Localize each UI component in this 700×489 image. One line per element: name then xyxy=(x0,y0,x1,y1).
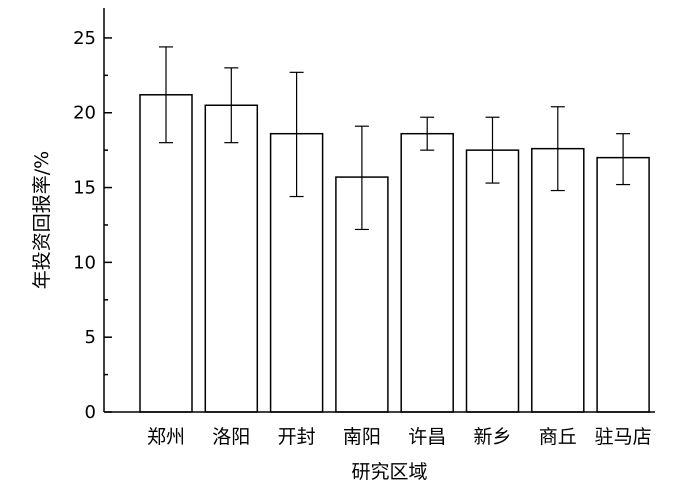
x-category-label: 郑州 xyxy=(147,426,185,448)
bars-layer xyxy=(139,94,650,413)
x-category-label: 驻马店 xyxy=(595,426,652,448)
y-axis-title: 年投资回报率/% xyxy=(31,151,53,289)
bar xyxy=(139,94,193,413)
x-category-label: 洛阳 xyxy=(212,426,250,448)
y-tick-label: 15 xyxy=(73,178,96,199)
x-category-label: 许昌 xyxy=(408,426,446,448)
x-category-label: 商丘 xyxy=(539,426,577,448)
x-category-label: 开封 xyxy=(278,426,316,448)
bar xyxy=(465,149,520,413)
bar xyxy=(204,104,259,413)
error-bars-layer xyxy=(159,46,631,231)
y-tick-label: 5 xyxy=(85,327,96,348)
y-ticks-layer: 0 5 10 15 20 25 xyxy=(73,28,112,423)
bar xyxy=(400,132,454,413)
y-tick-label: 20 xyxy=(73,103,96,124)
x-axis-title: 研究区域 xyxy=(351,461,427,483)
x-category-label: 南阳 xyxy=(343,426,381,448)
y-tick-label: 0 xyxy=(85,402,96,423)
bar xyxy=(531,147,585,413)
bar xyxy=(596,156,650,413)
x-category-label: 新乡 xyxy=(473,426,511,448)
y-tick-label: 10 xyxy=(73,252,96,273)
y-tick-label: 25 xyxy=(73,28,96,49)
x-category-labels: 郑州 洛阳 开封 南阳 许昌 新乡 商丘 驻马店 xyxy=(147,426,652,448)
